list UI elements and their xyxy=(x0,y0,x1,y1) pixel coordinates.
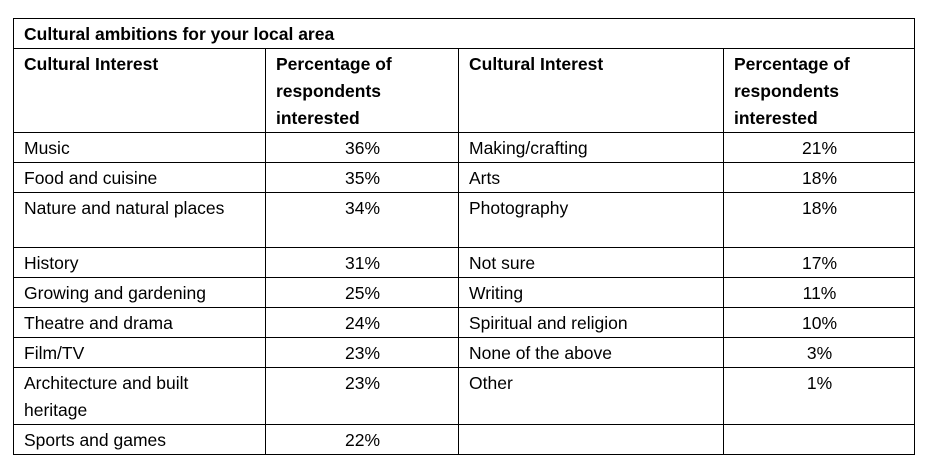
header-cultural-interest-right: Cultural Interest xyxy=(458,48,724,133)
right-percentage-cell: 1% xyxy=(722,367,916,425)
table-row: Architecture and built heritage 23% Othe… xyxy=(13,367,916,425)
right-interest-cell: Spiritual and religion xyxy=(458,307,724,338)
right-interest-cell: Not sure xyxy=(458,247,724,278)
left-interest-cell: Sports and games xyxy=(13,424,266,455)
right-percentage-cell: 18% xyxy=(722,162,916,193)
right-percentage-cell: 10% xyxy=(722,307,916,338)
right-interest-cell: Making/crafting xyxy=(458,132,724,163)
right-interest-cell: Other xyxy=(458,367,724,425)
left-interest-cell: Music xyxy=(13,132,266,163)
table-row: Nature and natural places 34% Photograph… xyxy=(13,192,916,248)
right-percentage-cell xyxy=(722,424,916,455)
table-row: History 31% Not sure 17% xyxy=(13,247,916,278)
table-row: Film/TV 23% None of the above 3% xyxy=(13,337,916,368)
right-percentage-cell: 18% xyxy=(722,192,916,248)
right-percentage-cell: 17% xyxy=(722,247,916,278)
left-percentage-cell: 36% xyxy=(265,132,459,163)
right-interest-cell: Arts xyxy=(458,162,724,193)
left-percentage-cell: 25% xyxy=(265,277,459,308)
right-interest-cell xyxy=(458,424,724,455)
table-row: Food and cuisine 35% Arts 18% xyxy=(13,162,916,193)
right-interest-cell: Photography xyxy=(458,192,724,248)
cultural-interests-table: Cultural ambitions for your local area C… xyxy=(12,18,916,455)
header-percentage-right: Percentage of respondents interested xyxy=(722,48,916,133)
left-interest-cell: Architecture and built heritage xyxy=(13,367,266,425)
left-percentage-cell: 34% xyxy=(265,192,459,248)
right-percentage-cell: 3% xyxy=(722,337,916,368)
right-interest-cell: None of the above xyxy=(458,337,724,368)
left-interest-cell: Film/TV xyxy=(13,337,266,368)
left-percentage-cell: 22% xyxy=(265,424,459,455)
left-interest-cell: Theatre and drama xyxy=(13,307,266,338)
left-interest-cell: History xyxy=(13,247,266,278)
table-row: Music 36% Making/crafting 21% xyxy=(13,132,916,163)
left-percentage-cell: 31% xyxy=(265,247,459,278)
left-percentage-cell: 35% xyxy=(265,162,459,193)
header-percentage-left: Percentage of respondents interested xyxy=(265,48,459,133)
left-interest-cell: Nature and natural places xyxy=(13,192,266,248)
right-percentage-cell: 11% xyxy=(722,277,916,308)
table-title-row: Cultural ambitions for your local area xyxy=(12,18,916,49)
table-header-row: Cultural Interest Percentage of responde… xyxy=(13,48,916,133)
left-interest-cell: Growing and gardening xyxy=(13,277,266,308)
table-row: Sports and games 22% xyxy=(13,424,916,455)
right-interest-cell: Writing xyxy=(458,277,724,308)
table-row: Theatre and drama 24% Spiritual and reli… xyxy=(13,307,916,338)
table-title: Cultural ambitions for your local area xyxy=(12,18,916,49)
left-interest-cell: Food and cuisine xyxy=(13,162,266,193)
left-percentage-cell: 23% xyxy=(265,337,459,368)
right-percentage-cell: 21% xyxy=(722,132,916,163)
header-cultural-interest-left: Cultural Interest xyxy=(13,48,266,133)
left-percentage-cell: 24% xyxy=(265,307,459,338)
table-row: Growing and gardening 25% Writing 11% xyxy=(13,277,916,308)
left-percentage-cell: 23% xyxy=(265,367,459,425)
